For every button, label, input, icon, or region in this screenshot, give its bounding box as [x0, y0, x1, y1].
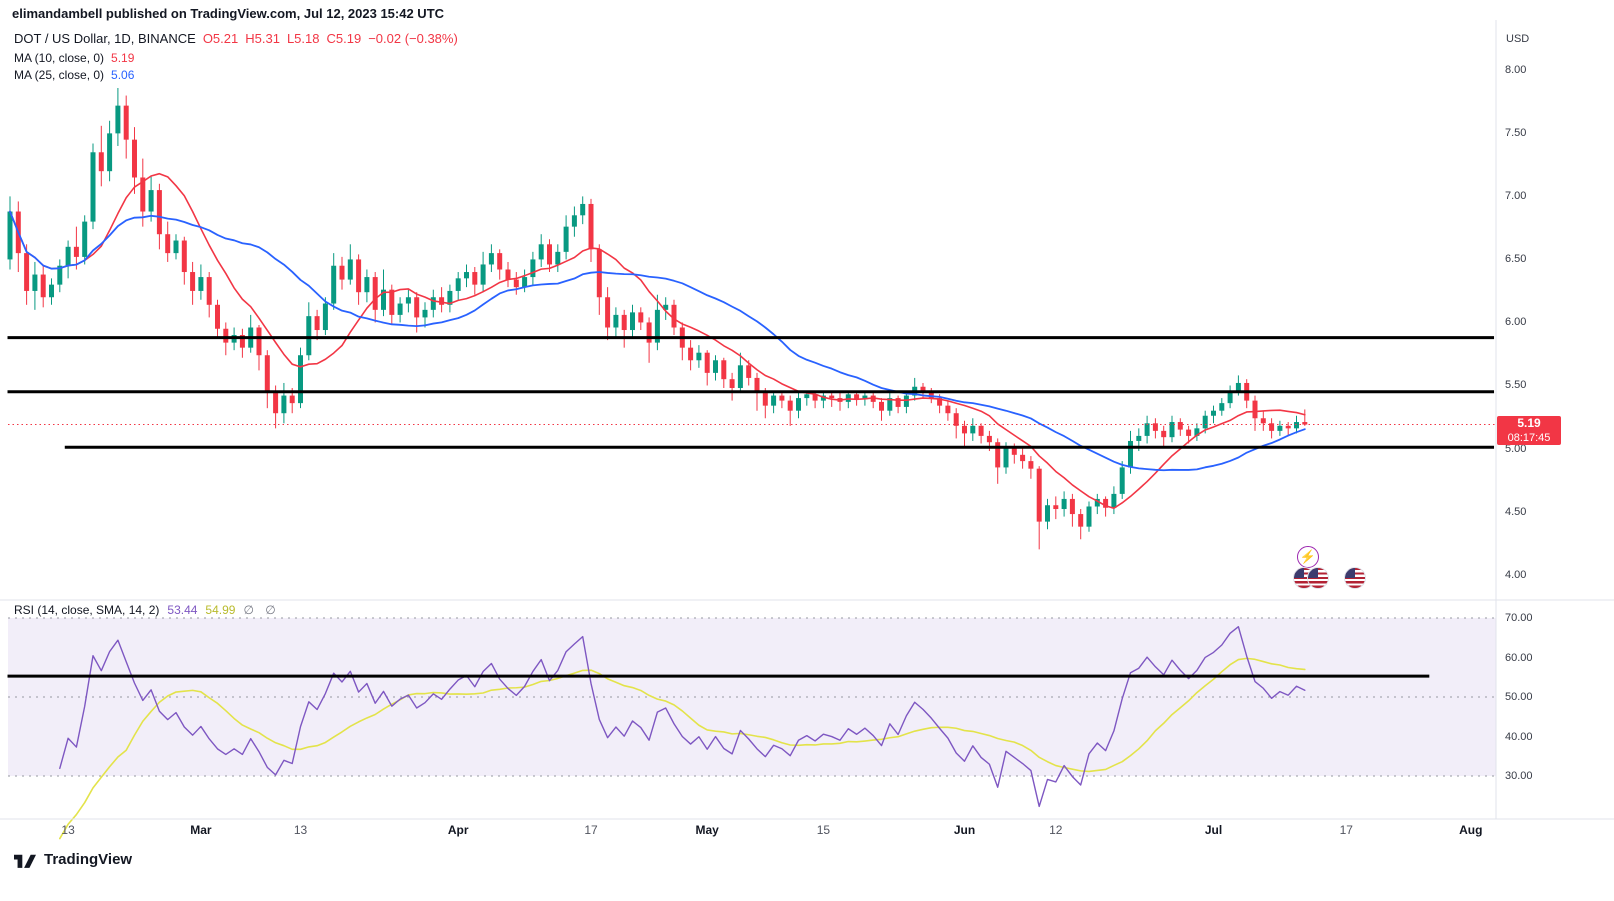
tradingview-logo-icon[interactable] [14, 851, 36, 868]
rsi-value: 53.44 [167, 603, 198, 617]
rsi-tick: 70.00 [1505, 612, 1533, 624]
price-tick: 6.50 [1505, 253, 1527, 266]
ohlc-open: O5.21 [202, 31, 239, 46]
symbol-legend[interactable]: DOT / US Dollar, 1D, BINANCE O5.21 H5.31… [14, 31, 458, 46]
axis-currency-label[interactable]: USD [1506, 33, 1530, 45]
time-tick: 17 [1339, 823, 1353, 837]
price-tick: 7.00 [1505, 190, 1527, 203]
price-tick: 6.00 [1505, 316, 1527, 329]
price-tick: 4.50 [1505, 505, 1527, 518]
rsi-tick: 40.00 [1505, 730, 1533, 743]
time-tick: May [695, 823, 719, 837]
ma25-legend[interactable]: MA (25, close, 0) 5.06 [14, 68, 134, 82]
ohlc-high: H5.31 [245, 31, 280, 46]
time-tick: 13 [293, 823, 308, 837]
symbol-title[interactable]: DOT / US Dollar, 1D, BINANCE [14, 31, 196, 46]
time-tick: 12 [1049, 823, 1063, 837]
ohlc-low: L5.18 [286, 31, 320, 46]
rsi-sma-value: 54.99 [205, 603, 236, 617]
time-tick: Jun [953, 823, 976, 837]
rsi-legend[interactable]: RSI (14, close, SMA, 14, 2) 53.44 54.99 … [14, 603, 280, 617]
ohlc-close: C5.19 [326, 31, 362, 46]
time-tick: Jul [1204, 823, 1223, 837]
rsi-tick: 50.00 [1505, 691, 1533, 703]
ma10-value: 5.19 [111, 51, 135, 65]
us-flag-icon[interactable] [1344, 567, 1366, 589]
price-tick: 5.00 [1505, 442, 1527, 455]
price-tick: 7.50 [1505, 127, 1527, 140]
ma25-label: MA (25, close, 0) [14, 68, 105, 82]
time-tick: 17 [584, 823, 598, 837]
last-price: 5.19 [1517, 415, 1541, 430]
rsi-tick: 30.00 [1505, 770, 1533, 782]
bar-countdown: 08:17:45 [1507, 431, 1551, 444]
ma10-label: MA (10, close, 0) [14, 51, 105, 65]
publish-info: elimandambell published on TradingView.c… [12, 6, 445, 21]
time-tick: Mar [190, 823, 212, 837]
rsi-empty-markers: ∅ ∅ [243, 603, 280, 617]
footer: TradingView [14, 851, 132, 868]
last-price-badge: 5.19 08:17:45 [1497, 415, 1561, 445]
ma10-legend[interactable]: MA (10, close, 0) 5.19 [14, 51, 134, 65]
time-tick: Apr [447, 823, 469, 837]
lightning-icon[interactable]: ⚡ [1297, 546, 1319, 568]
price-tick: 8.00 [1505, 64, 1527, 77]
price-tick: 5.50 [1505, 379, 1527, 392]
rsi-label: RSI (14, close, SMA, 14, 2) [14, 603, 160, 617]
brand-name[interactable]: TradingView [44, 851, 133, 868]
price-tick: 4.00 [1505, 568, 1527, 581]
rsi-tick: 60.00 [1505, 651, 1533, 664]
time-tick: 15 [816, 823, 831, 837]
us-flag-icon[interactable] [1307, 567, 1329, 589]
time-tick: 13 [61, 823, 75, 837]
chart-canvas[interactable] [0, 0, 1614, 845]
change-value: −0.02 (−0.38%) [368, 31, 458, 46]
ma25-value: 5.06 [111, 68, 135, 82]
time-axis[interactable]: 13 Mar 13 Apr 17 May 15 Jun 12 Jul 17 Aug [0, 823, 1614, 841]
time-tick: Aug [1459, 823, 1483, 837]
